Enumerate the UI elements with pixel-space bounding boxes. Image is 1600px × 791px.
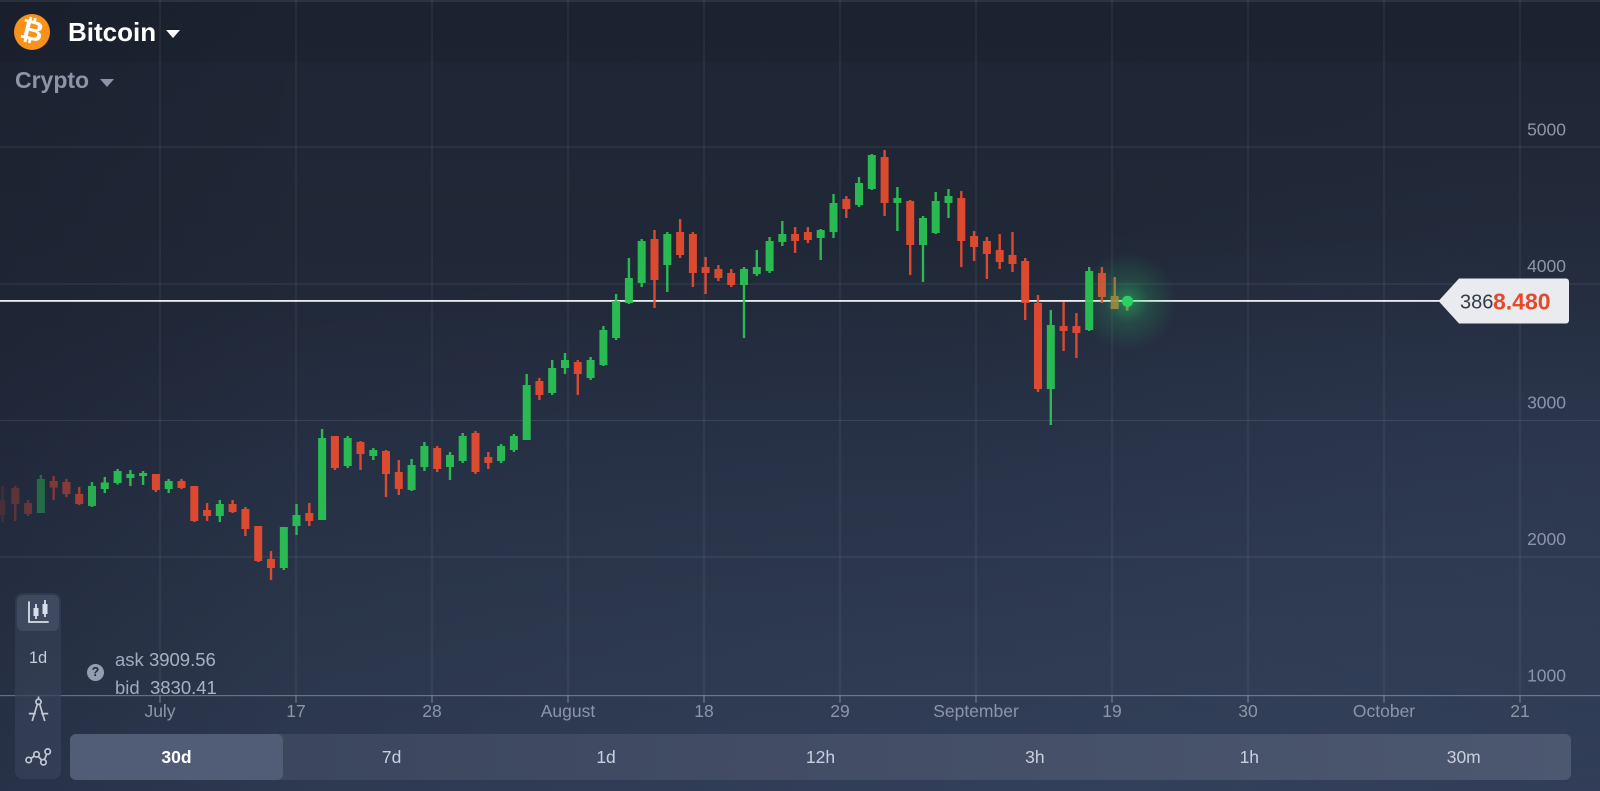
svg-text:October: October [1353,701,1415,721]
svg-text:17: 17 [286,701,305,721]
svg-text:2000: 2000 [1527,529,1566,549]
svg-text:8.480: 8.480 [1493,289,1551,315]
svg-text:18: 18 [694,701,713,721]
svg-text:386: 386 [1460,292,1493,314]
svg-text:21: 21 [1510,701,1529,721]
svg-text:30: 30 [1238,701,1258,721]
svg-text:19: 19 [1102,701,1121,721]
svg-text:4000: 4000 [1527,256,1566,276]
svg-text:3000: 3000 [1527,393,1566,413]
svg-text:September: September [933,701,1019,721]
svg-text:1000: 1000 [1527,666,1566,686]
svg-text:5000: 5000 [1527,120,1566,140]
svg-text:28: 28 [422,701,441,721]
svg-text:29: 29 [830,701,849,721]
svg-text:August: August [541,701,596,721]
svg-text:July: July [144,701,175,721]
